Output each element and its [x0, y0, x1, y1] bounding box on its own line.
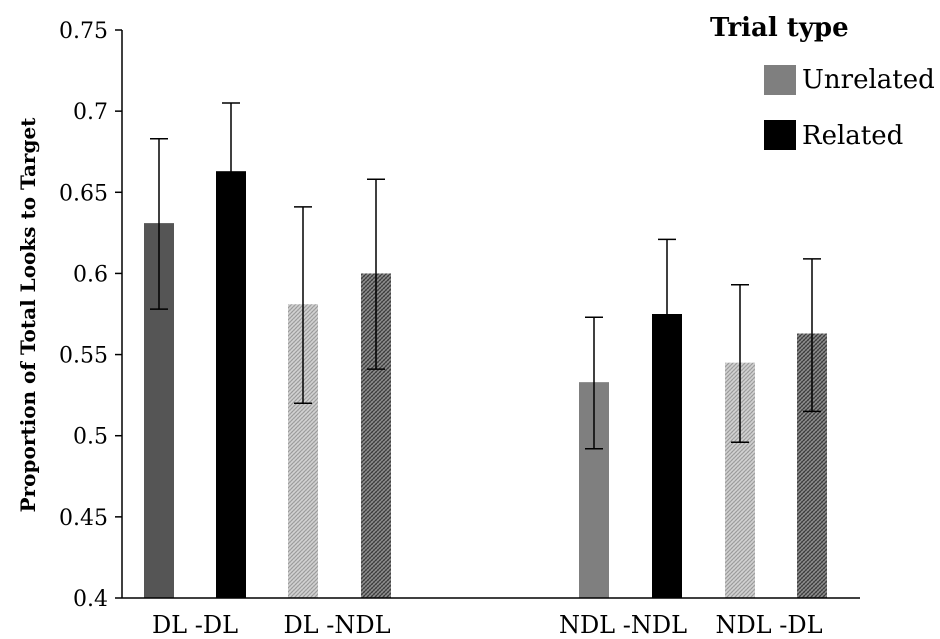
bars-group: [144, 171, 827, 598]
y-tick-label: 0.4: [73, 587, 108, 612]
y-tick-label: 0.6: [73, 262, 108, 287]
y-tick-label: 0.5: [73, 425, 108, 450]
legend: Trial type Unrelated Related: [710, 13, 935, 151]
error-bars-group: [150, 102, 821, 450]
bar-related: [216, 171, 246, 598]
x-category-label: DL -DL: [152, 611, 238, 639]
x-axis: DL -DL DL -NDL NDL -NDL NDL -DL: [122, 597, 860, 639]
legend-swatch-related: [764, 120, 796, 150]
y-tick-label: 0.55: [59, 344, 108, 369]
y-axis-title: Proportion of Total Looks to Target: [16, 117, 40, 513]
legend-swatch-unrelated: [764, 65, 796, 95]
x-category-label: DL -NDL: [283, 611, 390, 639]
legend-label-unrelated: Unrelated: [802, 65, 935, 95]
legend-label-related: Related: [802, 121, 903, 151]
legend-title: Trial type: [710, 13, 849, 43]
y-tick-label: 0.65: [59, 181, 108, 206]
y-tick-label: 0.75: [59, 19, 108, 44]
y-axis: 0.4 0.45 0.5 0.55 0.6 0.65 0.7 0.75: [59, 19, 123, 612]
x-category-label: NDL -DL: [715, 611, 822, 639]
y-tick-label: 0.45: [59, 506, 108, 531]
y-tick-label: 0.7: [73, 100, 108, 125]
x-category-label: NDL -NDL: [559, 611, 687, 639]
